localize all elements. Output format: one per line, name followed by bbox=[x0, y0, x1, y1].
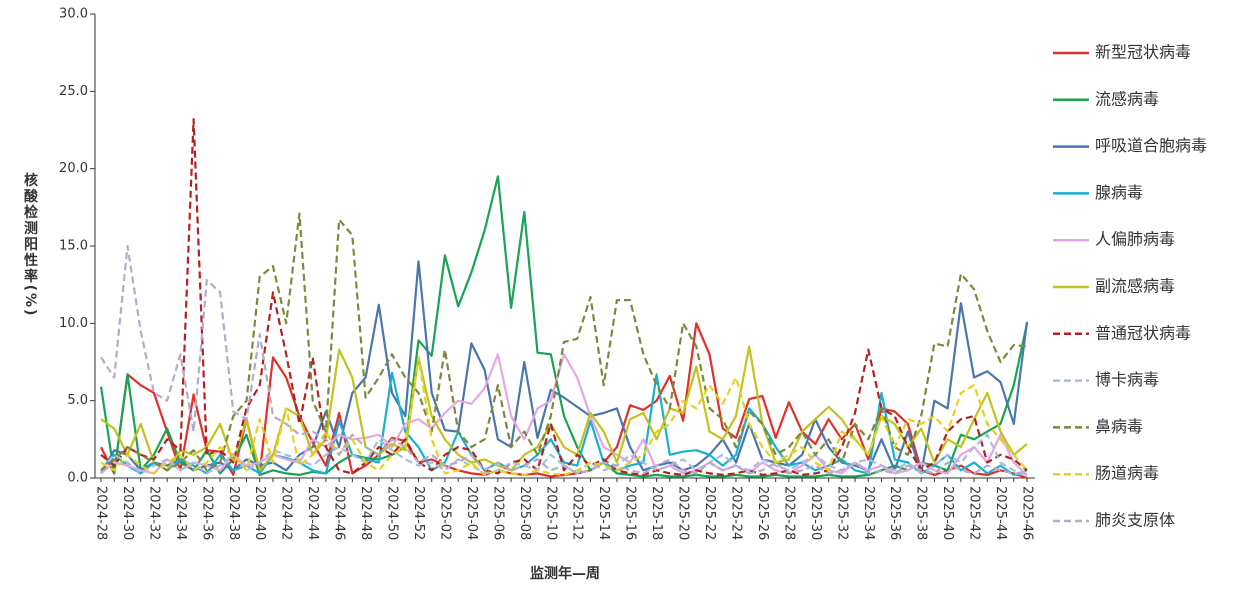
legend-label: 流感病毒 bbox=[1095, 89, 1159, 108]
x-tick-label: 2024-28 bbox=[94, 486, 109, 540]
y-tick-label: 5.0 bbox=[67, 393, 88, 408]
x-tick-label: 2024-42 bbox=[279, 486, 294, 540]
legend-label: 肠道病毒 bbox=[1095, 464, 1159, 483]
legend-label: 呼吸道合胞病毒 bbox=[1095, 136, 1207, 155]
x-tick-label: 2024-48 bbox=[358, 486, 373, 540]
x-tick-label: 2025-16 bbox=[623, 486, 638, 540]
x-tick-label: 2024-34 bbox=[173, 486, 188, 540]
x-tick-label: 2025-18 bbox=[649, 486, 664, 540]
x-tick-label: 2025-08 bbox=[517, 486, 532, 540]
legend-label: 普通冠状病毒 bbox=[1095, 323, 1191, 342]
legend-label: 博卡病毒 bbox=[1095, 370, 1159, 389]
x-tick-label: 2024-46 bbox=[332, 486, 347, 540]
series-line bbox=[100, 371, 1028, 476]
x-tick-label: 2025-28 bbox=[781, 486, 796, 540]
x-tick-label: 2025-12 bbox=[570, 486, 585, 540]
series-line bbox=[100, 118, 1028, 476]
legend-label: 肺炎支原体 bbox=[1095, 511, 1175, 530]
x-tick-label: 2025-30 bbox=[808, 486, 823, 540]
x-tick-label: 2025-36 bbox=[887, 486, 902, 540]
y-axis-title: 核酸检测阳性率(%) bbox=[22, 172, 38, 318]
x-tick-label: 2025-02 bbox=[437, 486, 452, 540]
x-tick-label: 2025-42 bbox=[967, 486, 982, 540]
x-tick-label: 2025-04 bbox=[464, 486, 479, 540]
x-tick-label: 2025-44 bbox=[993, 486, 1008, 540]
x-tick-label: 2025-40 bbox=[940, 486, 955, 540]
series-line bbox=[99, 175, 1029, 478]
y-tick-label: 25.0 bbox=[59, 84, 88, 99]
x-tick-label: 2024-52 bbox=[411, 486, 426, 540]
x-tick-label: 2024-40 bbox=[252, 486, 267, 540]
x-tick-label: 2025-38 bbox=[914, 486, 929, 540]
series-line bbox=[100, 356, 1028, 476]
x-tick-label: 2025-32 bbox=[834, 486, 849, 540]
legend-label: 鼻病毒 bbox=[1095, 417, 1143, 436]
x-tick-label: 2025-34 bbox=[861, 486, 876, 540]
x-tick-label: 2025-46 bbox=[1020, 486, 1035, 540]
x-tick-label: 2025-24 bbox=[728, 486, 743, 540]
series-line bbox=[100, 353, 1028, 476]
legend-label: 腺病毒 bbox=[1095, 183, 1143, 202]
x-tick-label: 2024-30 bbox=[120, 486, 135, 540]
x-tick-label: 2024-32 bbox=[146, 486, 161, 540]
x-tick-label: 2025-06 bbox=[490, 486, 505, 540]
x-tick-label: 2025-20 bbox=[676, 486, 691, 540]
legend-label: 人偏肺病毒 bbox=[1095, 230, 1175, 249]
x-tick-label: 2024-38 bbox=[226, 486, 241, 540]
y-tick-label: 0.0 bbox=[67, 471, 88, 486]
y-tick-label: 30.0 bbox=[59, 7, 88, 22]
x-tick-label: 2024-44 bbox=[305, 486, 320, 540]
x-tick-label: 2024-36 bbox=[199, 486, 214, 540]
x-tick-label: 2025-22 bbox=[702, 486, 717, 540]
x-axis-title: 监测年—周 bbox=[530, 565, 600, 582]
legend-label: 副流感病毒 bbox=[1095, 277, 1175, 296]
y-tick-label: 20.0 bbox=[59, 161, 88, 176]
x-tick-label: 2024-50 bbox=[385, 486, 400, 540]
y-tick-label: 15.0 bbox=[59, 239, 88, 254]
legend-label: 新型冠状病毒 bbox=[1095, 43, 1191, 62]
x-tick-label: 2025-26 bbox=[755, 486, 770, 540]
y-tick-label: 10.0 bbox=[59, 316, 88, 331]
series-line bbox=[100, 433, 1028, 476]
x-tick-label: 2025-14 bbox=[596, 486, 611, 540]
x-tick-label: 2025-10 bbox=[543, 486, 558, 540]
series-line bbox=[100, 212, 1028, 472]
series-line bbox=[100, 244, 1028, 476]
